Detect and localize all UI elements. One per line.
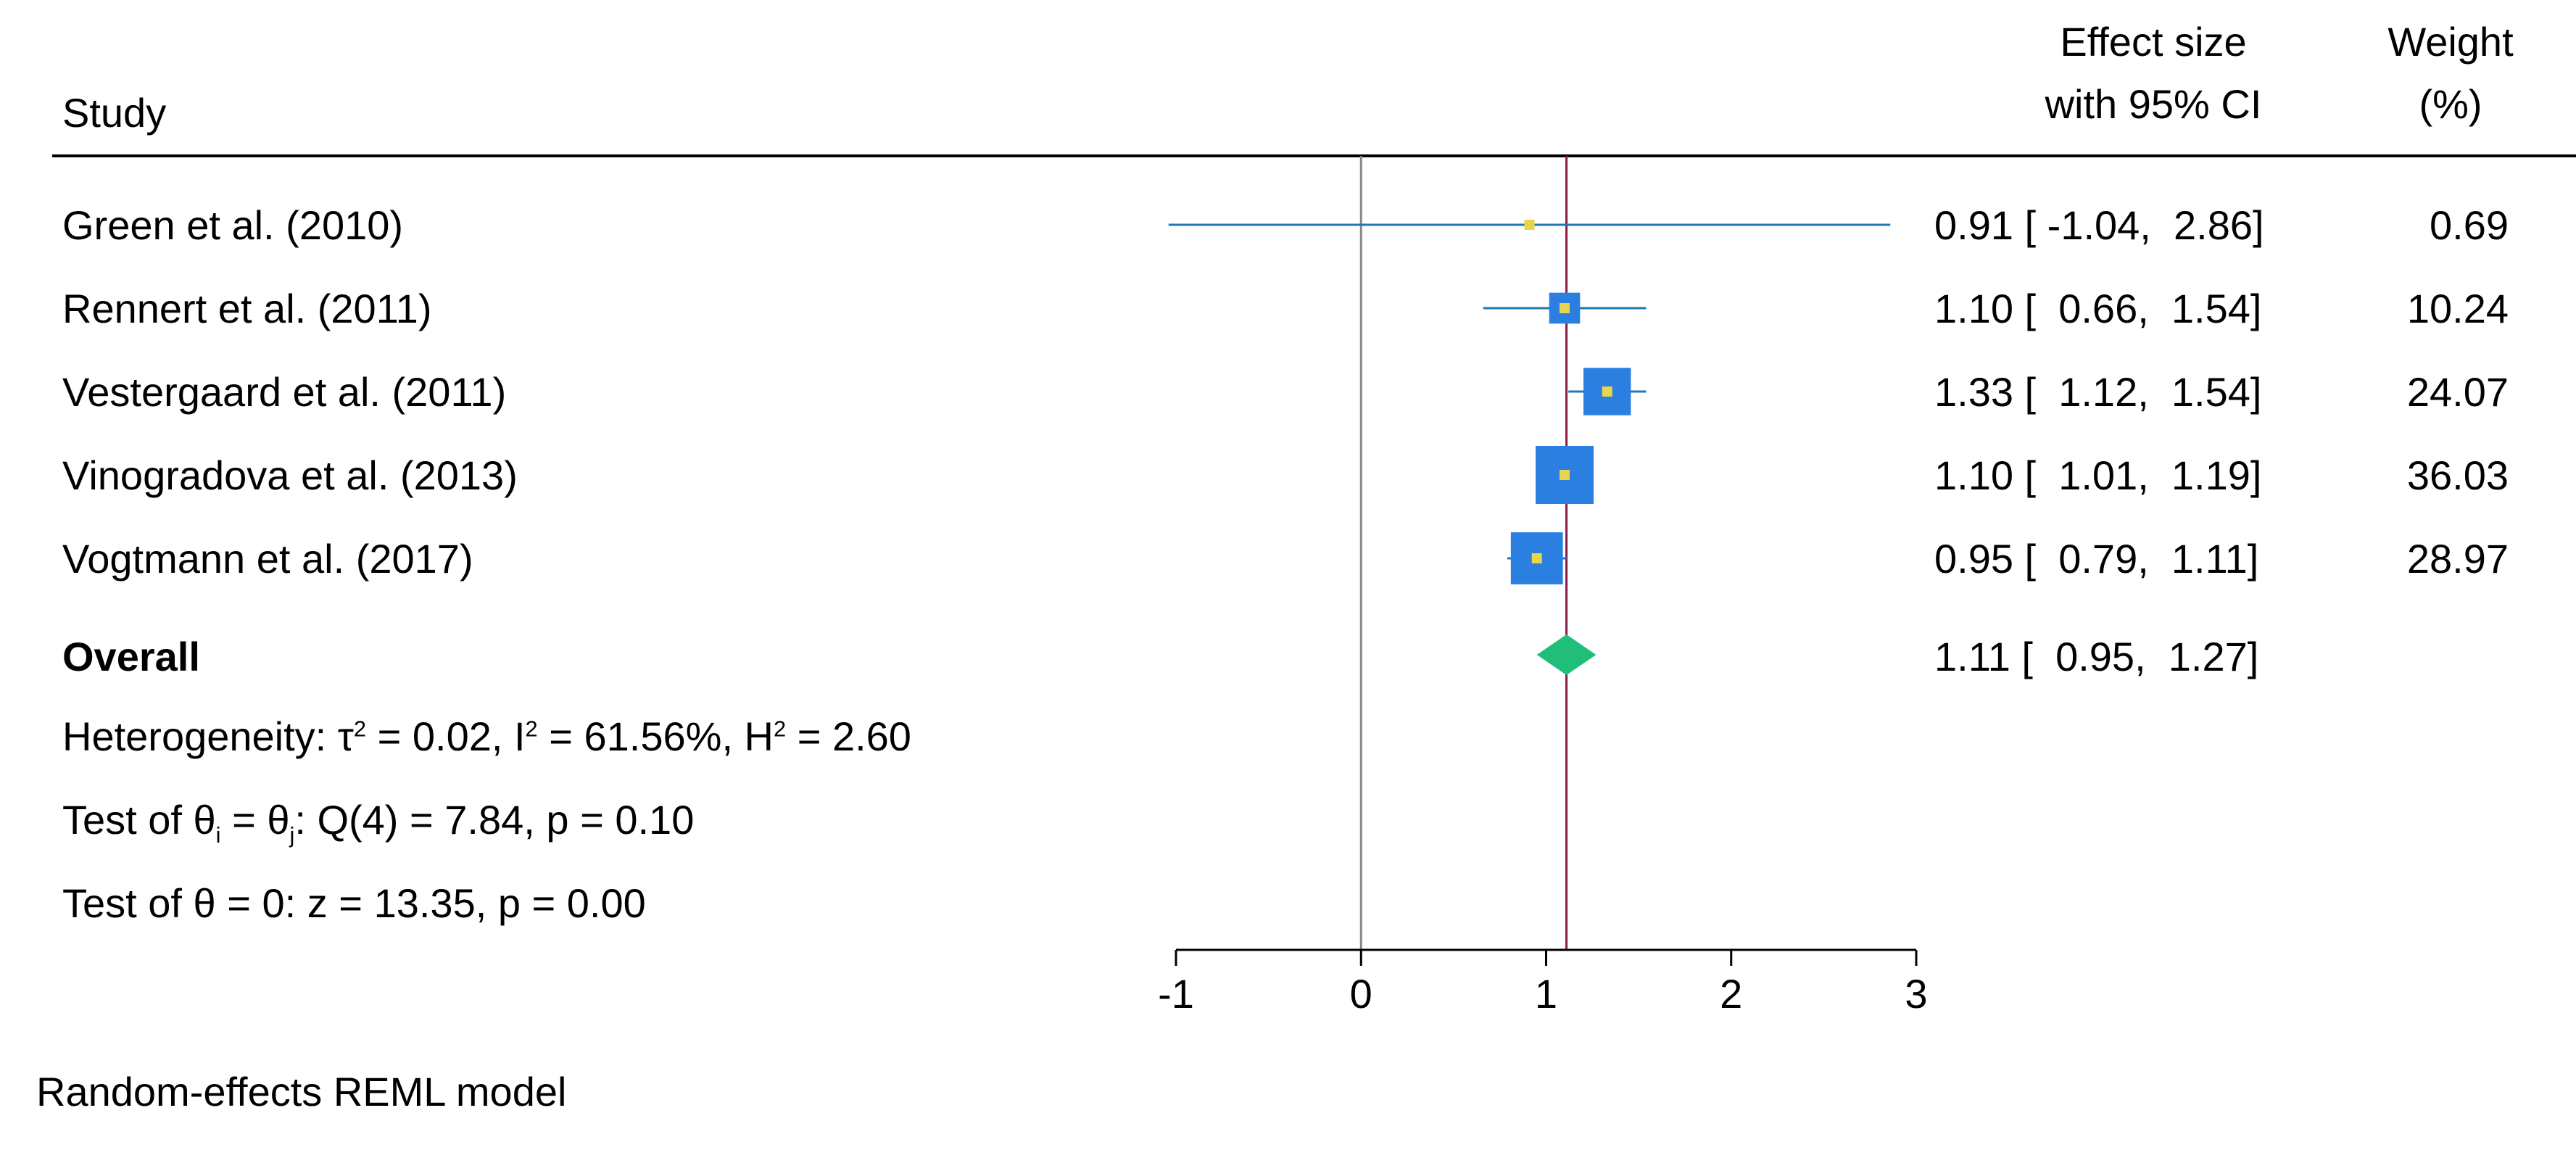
study-effect-size-0: 0.91 [ -1.04, 2.86] (1934, 202, 2264, 248)
study-name-4: Vogtmann et al. (2017) (62, 536, 473, 582)
study-name-0: Green et al. (2010) (62, 202, 404, 248)
effect-size-header: Effect size with 95% CI (1950, 22, 2356, 125)
study-weight-0: 0.69 (2430, 202, 2509, 248)
test-theta-ij-text: Test of θi = θj: Q(4) = 7.84, p = 0.10 (62, 797, 695, 848)
study-name-2: Vestergaard et al. (2011) (62, 369, 507, 415)
study-effect-size-4: 0.95 [ 0.79, 1.11] (1934, 536, 2259, 582)
x-tick-label-0: -1 (1158, 971, 1194, 1017)
study-name-3: Vinogradova et al. (2013) (62, 452, 518, 498)
study-point-0 (1524, 220, 1535, 230)
study-effect-size-2: 1.33 [ 1.12, 1.54] (1934, 369, 2262, 415)
study-weight-4: 28.97 (2406, 536, 2509, 582)
study-weight-2: 24.07 (2406, 369, 2509, 415)
test-theta-0-text: Test of θ = 0: z = 13.35, p = 0.00 (62, 880, 646, 926)
x-tick-label-1: 0 (1350, 971, 1372, 1017)
study-point-3 (1560, 470, 1570, 480)
overall-effect-size: 1.11 [ 0.95, 1.27] (1934, 634, 2259, 679)
study-name-1: Rennert et al. (2011) (62, 286, 432, 331)
study-effect-size-1: 1.10 [ 0.66, 1.54] (1934, 286, 2262, 331)
overall-diamond (1536, 634, 1596, 675)
weight-header-line2: (%) (2419, 81, 2482, 127)
x-tick-label-4: 3 (1905, 971, 1927, 1017)
weight-header-line1: Weight (2387, 19, 2514, 65)
x-tick-label-3: 2 (1720, 971, 1742, 1017)
study-point-4 (1531, 553, 1542, 563)
effect-size-header-line1: Effect size (2060, 19, 2247, 65)
study-point-1 (1560, 303, 1570, 313)
study-column-header: Study (62, 90, 167, 136)
weight-header: Weight (%) (2364, 22, 2538, 125)
x-tick-label-2: 1 (1535, 971, 1557, 1017)
effect-size-header-line2: with 95% CI (2045, 81, 2262, 127)
heterogeneity-text: Heterogeneity: τ2 = 0.02, I2 = 61.56%, H… (62, 713, 911, 759)
study-point-2 (1602, 386, 1612, 397)
study-weight-3: 36.03 (2406, 452, 2509, 498)
model-label: Random-effects REML model (36, 1069, 567, 1114)
study-effect-size-3: 1.10 [ 1.01, 1.19] (1934, 452, 2262, 498)
overall-label: Overall (62, 634, 200, 679)
study-weight-1: 10.24 (2406, 286, 2509, 331)
